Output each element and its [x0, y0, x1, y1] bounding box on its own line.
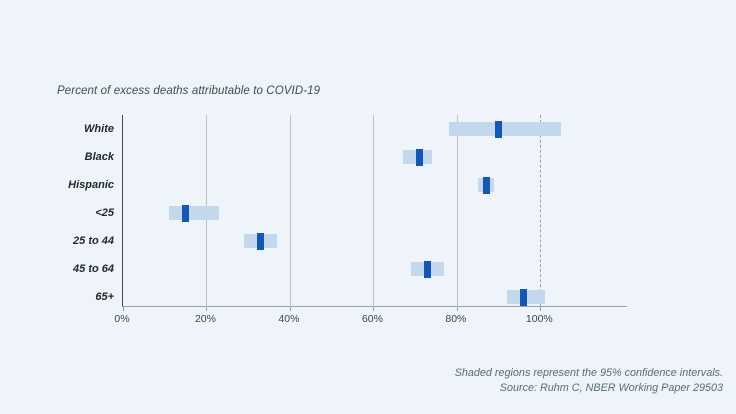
- category-axis: White Black Hispanic <25 25 to 44 45 to 64 65+: [0, 115, 114, 307]
- plot-area: [122, 115, 627, 311]
- point-estimate-marker: [182, 204, 190, 222]
- point-estimate-marker: [520, 288, 528, 306]
- gridline-60%: [373, 115, 375, 307]
- category-label: 65+: [95, 291, 114, 303]
- gridline-40%: [289, 115, 291, 307]
- x-tickmark-0%: [123, 307, 124, 311]
- chart-footer: Shaded regions represent the 95% confide…: [455, 366, 723, 396]
- point-estimate-marker: [257, 232, 265, 250]
- point-estimate-marker: [424, 260, 432, 278]
- gridline-80%: [456, 115, 458, 307]
- footer-source: Source: Ruhm C, NBER Working Paper 29503: [499, 382, 723, 394]
- category-label: White: [84, 123, 114, 135]
- point-estimate-marker: [415, 148, 423, 166]
- x-tick-label-60%: 60%: [361, 313, 383, 325]
- x-tick-label-0%: 0%: [114, 313, 130, 325]
- footer-note: Shaded regions represent the 95% confide…: [454, 367, 723, 379]
- category-label: Black: [84, 151, 114, 163]
- x-tick-label-80%: 80%: [445, 313, 467, 325]
- x-axis: 0% 20% 40% 60% 80% 100%: [114, 313, 627, 329]
- x-tick-label-20%: 20%: [194, 313, 216, 325]
- x-tick-label-100%: 100%: [525, 313, 553, 325]
- reference-line-100pct: [540, 115, 542, 307]
- x-tickmark-40%: [289, 307, 291, 311]
- ci-band: [168, 206, 219, 220]
- category-label: Hispanic: [68, 179, 114, 191]
- x-tick-label-40%: 40%: [278, 313, 300, 325]
- category-label: 45 to 64: [73, 263, 114, 275]
- point-estimate-marker: [495, 120, 503, 138]
- x-tickmark-80%: [456, 307, 458, 311]
- category-label: 25 to 44: [73, 235, 114, 247]
- chart-title: Percent of excess deaths attributable to…: [57, 85, 321, 97]
- x-tickmark-20%: [206, 307, 208, 311]
- x-tickmark-60%: [373, 307, 375, 311]
- point-estimate-marker: [482, 176, 490, 194]
- category-label: <25: [95, 207, 114, 219]
- x-tickmark-100%: [540, 307, 542, 311]
- ci-band: [448, 122, 562, 136]
